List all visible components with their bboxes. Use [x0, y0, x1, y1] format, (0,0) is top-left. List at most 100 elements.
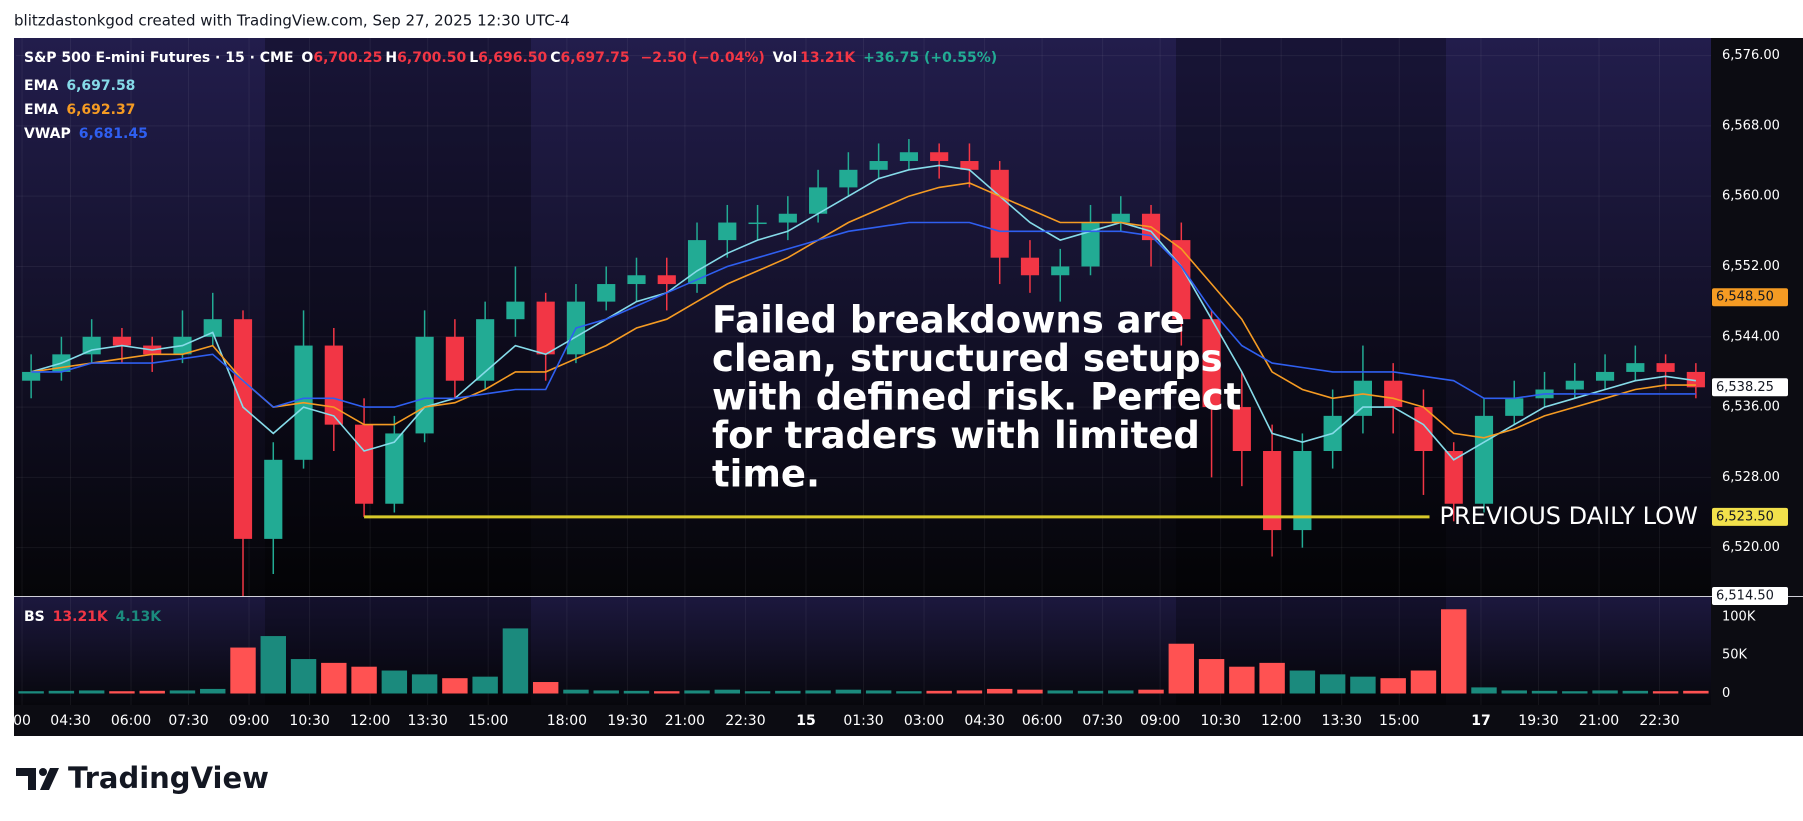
candle-body	[1111, 213, 1130, 223]
volume-bar	[1198, 659, 1225, 694]
volume-bar	[1652, 691, 1679, 694]
candle-body	[203, 319, 222, 337]
candle-body	[1686, 371, 1705, 388]
candle-body	[899, 152, 918, 162]
x-tick-label: 18:00	[547, 713, 587, 729]
volume-bar	[1592, 690, 1618, 694]
candle-body	[778, 213, 797, 223]
candle-body	[1353, 380, 1372, 416]
ohlc-value: 6,696.50	[478, 50, 548, 66]
indicator-line	[31, 221, 1696, 408]
x-tick-label: 04:30	[50, 713, 90, 729]
price-label: 6,548.50	[1716, 290, 1774, 305]
x-tick-label: 21:00	[1579, 713, 1619, 729]
volume-bar	[744, 691, 771, 694]
x-tick-label: 09:00	[229, 713, 269, 729]
volume-bar	[805, 690, 831, 694]
candle-body	[1626, 363, 1645, 372]
indicator-row: EMA 6,697.58	[24, 74, 151, 98]
volume-bar	[1259, 662, 1285, 694]
candle-body	[809, 187, 828, 214]
candle-body	[82, 336, 101, 355]
session-shade	[1176, 38, 1446, 705]
previous-low-label: PREVIOUS DAILY LOW	[1440, 502, 1698, 530]
volume-bar	[411, 674, 438, 694]
volume-bar	[532, 682, 559, 694]
x-tick-label: 13:30	[1322, 713, 1362, 729]
indicator-row: VWAP 6,681.45	[24, 122, 151, 146]
volume-bar	[593, 690, 619, 694]
volume-bar	[865, 690, 892, 694]
indicator-value: 6,697.58	[66, 78, 136, 94]
volume-name: BS	[24, 609, 45, 625]
candle-body	[415, 336, 434, 434]
volume-legend: BS 13.21K 4.13K	[24, 609, 164, 625]
volume-bar	[472, 676, 498, 694]
volume-bar	[986, 688, 1013, 694]
brand: TradingView	[68, 761, 269, 795]
volume-bar	[1622, 690, 1649, 694]
volume-bar	[200, 688, 226, 694]
plot: 00 04:30 06:00 07:30 09:00 10:30 12:00 13:30 15:…	[13, 38, 1788, 729]
y-tick-label: 6,544.00	[1722, 329, 1780, 344]
x-tick-label: 09:00	[1140, 713, 1180, 729]
x-tick-label: 19:30	[1518, 713, 1558, 729]
x-tick-label: 06:00	[1022, 713, 1062, 729]
candle-body	[657, 275, 676, 285]
brand-logo	[16, 768, 59, 790]
ohlc-value: 6,697.75	[560, 50, 630, 66]
price-pane	[14, 38, 1711, 596]
volume-tick-label: 0	[1722, 686, 1730, 701]
x-tick-label: 22:30	[1639, 713, 1679, 729]
candle-body	[597, 284, 616, 302]
ohlc-key: L	[469, 50, 479, 66]
y-tick-label: 6,568.00	[1722, 118, 1780, 133]
candle-body	[233, 319, 253, 539]
candle-body	[718, 222, 737, 241]
ohlc-key: O	[301, 50, 314, 66]
ohlc-key: H	[385, 50, 398, 66]
volume-bar	[1319, 674, 1346, 694]
volume-buy: 4.13K	[115, 609, 162, 625]
candle-body	[506, 301, 525, 320]
x-tick-label: 12:00	[1261, 713, 1301, 729]
ohlc-value: 6,700.50	[397, 50, 467, 66]
price-label: 6,538.25	[1716, 380, 1774, 395]
volume-bar	[139, 690, 165, 694]
candle-body	[264, 459, 283, 539]
x-tick-label: 22:30	[725, 713, 765, 729]
candle-body	[930, 152, 949, 162]
indicator-row: EMA 6,692.37	[24, 98, 151, 122]
volume-bar	[1562, 691, 1588, 694]
volume-bar	[1683, 690, 1709, 694]
volume-tick-label: 50K	[1722, 648, 1748, 663]
ohlc-key: C	[550, 50, 561, 66]
candle-body	[869, 161, 888, 170]
candle-body	[839, 169, 858, 188]
x-tick-label: 17	[1471, 713, 1490, 729]
volume-bar	[502, 628, 529, 694]
volume-bar	[654, 691, 680, 694]
volume-bar	[563, 689, 589, 694]
volume-bar	[48, 690, 75, 694]
volume-bar	[684, 690, 710, 694]
annotation: clean, structured setups	[712, 337, 1223, 380]
volume-bar	[1108, 690, 1134, 694]
candle-body	[536, 301, 555, 355]
x-tick-label: 19:30	[607, 713, 647, 729]
vol: 13.21K	[800, 50, 856, 66]
volume-bar	[351, 666, 377, 694]
change: −2.50 (−0.04%)	[640, 50, 765, 66]
price-label-box	[1712, 288, 1788, 307]
ohlc: O6,700.25 H6,700.50 L6,696.50 C6,697.75	[301, 50, 632, 66]
x-tick-label: 01:30	[843, 713, 883, 729]
volume-bar	[321, 662, 347, 694]
volume-bar	[714, 689, 741, 694]
candle-body	[112, 336, 132, 346]
y-tick-label: 6,576.00	[1722, 48, 1780, 63]
volume-bar	[1350, 676, 1376, 694]
x-tick-label: 10:30	[1200, 713, 1240, 729]
candle-body	[990, 169, 1009, 258]
time-axis	[14, 705, 1711, 736]
